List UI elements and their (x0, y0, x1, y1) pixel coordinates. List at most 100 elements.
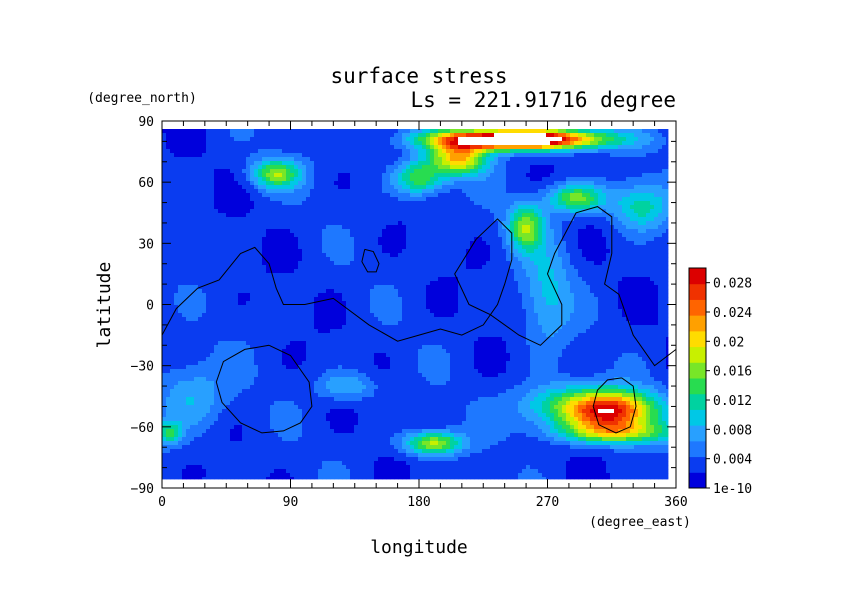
heatmap-cell (234, 265, 239, 270)
heatmap-cell (374, 281, 379, 286)
heatmap-cell (242, 233, 247, 238)
heatmap-cell (470, 205, 475, 210)
heatmap-cell (254, 245, 259, 250)
heatmap-cell (186, 233, 191, 238)
heatmap-cell (658, 213, 663, 218)
heatmap-cell (294, 193, 299, 198)
heatmap-cell (318, 233, 323, 238)
heatmap-cell (254, 161, 259, 166)
heatmap-cell (398, 281, 403, 286)
heatmap-cell (442, 265, 447, 270)
heatmap-cell (278, 193, 283, 198)
heatmap-cell (274, 221, 279, 226)
heatmap-cell (570, 269, 575, 274)
heatmap-cell (466, 161, 471, 166)
heatmap-cell (358, 189, 363, 194)
heatmap-cell (302, 285, 307, 290)
heatmap-cell (446, 185, 451, 190)
heatmap-cell (474, 245, 479, 250)
heatmap-cell (558, 165, 563, 170)
heatmap-cell (494, 181, 499, 186)
heatmap-cell (374, 213, 379, 218)
heatmap-cell (466, 273, 471, 278)
heatmap-cell (182, 177, 187, 182)
heatmap-cell (206, 253, 211, 258)
heatmap-cell (418, 141, 423, 146)
heatmap-cell (550, 181, 555, 186)
heatmap-cell (242, 201, 247, 206)
heatmap-cell (370, 157, 375, 162)
heatmap-cell (554, 229, 559, 234)
heatmap-cell (554, 145, 559, 150)
heatmap-cell (666, 217, 669, 222)
heatmap-cell (226, 201, 231, 206)
heatmap-cell (482, 217, 487, 222)
heatmap-cell (234, 273, 239, 278)
heatmap-cell (294, 253, 299, 258)
heatmap-cell (242, 141, 247, 146)
heatmap-cell (590, 165, 595, 170)
heatmap-cell (266, 229, 271, 234)
heatmap-cell (494, 193, 499, 198)
heatmap-cell (574, 169, 579, 174)
heatmap-cell (322, 165, 327, 170)
heatmap-cell (442, 213, 447, 218)
heatmap-cell (546, 249, 551, 254)
heatmap-cell (226, 149, 231, 154)
heatmap-cell (386, 133, 391, 138)
heatmap-cell (242, 145, 247, 150)
heatmap-cell (482, 133, 487, 138)
heatmap-cell (318, 193, 323, 198)
heatmap-cell (226, 185, 231, 190)
heatmap-cell (250, 165, 255, 170)
heatmap-cell (602, 145, 607, 150)
heatmap-cell (198, 257, 203, 262)
heatmap-cell (494, 241, 499, 246)
heatmap-cell (430, 177, 435, 182)
heatmap-cell (418, 261, 423, 266)
heatmap-cell (606, 149, 611, 154)
heatmap-cell (502, 221, 507, 226)
heatmap-cell (370, 149, 375, 154)
heatmap-cell (334, 261, 339, 266)
heatmap-cell (614, 229, 619, 234)
heatmap-cell (350, 141, 355, 146)
heatmap-cell (638, 233, 643, 238)
heatmap-cell (246, 241, 251, 246)
heatmap-cell (394, 205, 399, 210)
heatmap-cell (538, 177, 543, 182)
heatmap-cell (266, 249, 271, 254)
heatmap-cell (562, 173, 567, 178)
heatmap-cell (254, 229, 259, 234)
heatmap-cell (474, 181, 479, 186)
heatmap-cell (450, 233, 455, 238)
heatmap-cell (398, 217, 403, 222)
heatmap-cell (182, 277, 187, 282)
heatmap-cell (634, 273, 639, 278)
heatmap-cell (522, 197, 527, 202)
heatmap-cell (186, 161, 191, 166)
heatmap-cell (446, 281, 451, 286)
heatmap-cell (434, 253, 439, 258)
heatmap-cell (166, 281, 171, 286)
heatmap-cell (558, 149, 563, 154)
heatmap-cell (478, 217, 483, 222)
heatmap-cell (566, 273, 571, 278)
heatmap-cell (226, 273, 231, 278)
heatmap-cell (210, 281, 215, 286)
heatmap-cell (442, 233, 447, 238)
heatmap-cell (530, 277, 535, 282)
heatmap-cell (262, 253, 267, 258)
heatmap-cell (166, 225, 171, 230)
heatmap-cell (434, 193, 439, 198)
heatmap-cell (322, 217, 327, 222)
heatmap-cell (310, 209, 315, 214)
heatmap-cell (198, 277, 203, 282)
heatmap-cell (274, 153, 279, 158)
heatmap-cell (190, 181, 195, 186)
heatmap-cell (390, 245, 395, 250)
heatmap-cell (190, 201, 195, 206)
heatmap-cell (326, 213, 331, 218)
heatmap-cell (314, 181, 319, 186)
heatmap-cell (286, 213, 291, 218)
